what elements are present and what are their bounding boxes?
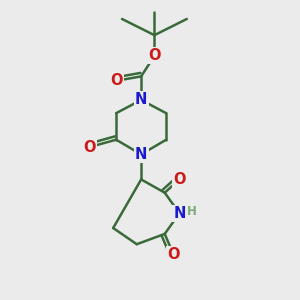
Text: O: O bbox=[167, 247, 180, 262]
Text: H: H bbox=[187, 205, 197, 218]
Text: O: O bbox=[110, 73, 122, 88]
Text: O: O bbox=[83, 140, 96, 154]
Text: N: N bbox=[135, 92, 147, 107]
Text: N: N bbox=[173, 206, 186, 221]
Text: O: O bbox=[173, 172, 186, 187]
Text: N: N bbox=[135, 147, 147, 162]
Text: O: O bbox=[148, 48, 161, 63]
